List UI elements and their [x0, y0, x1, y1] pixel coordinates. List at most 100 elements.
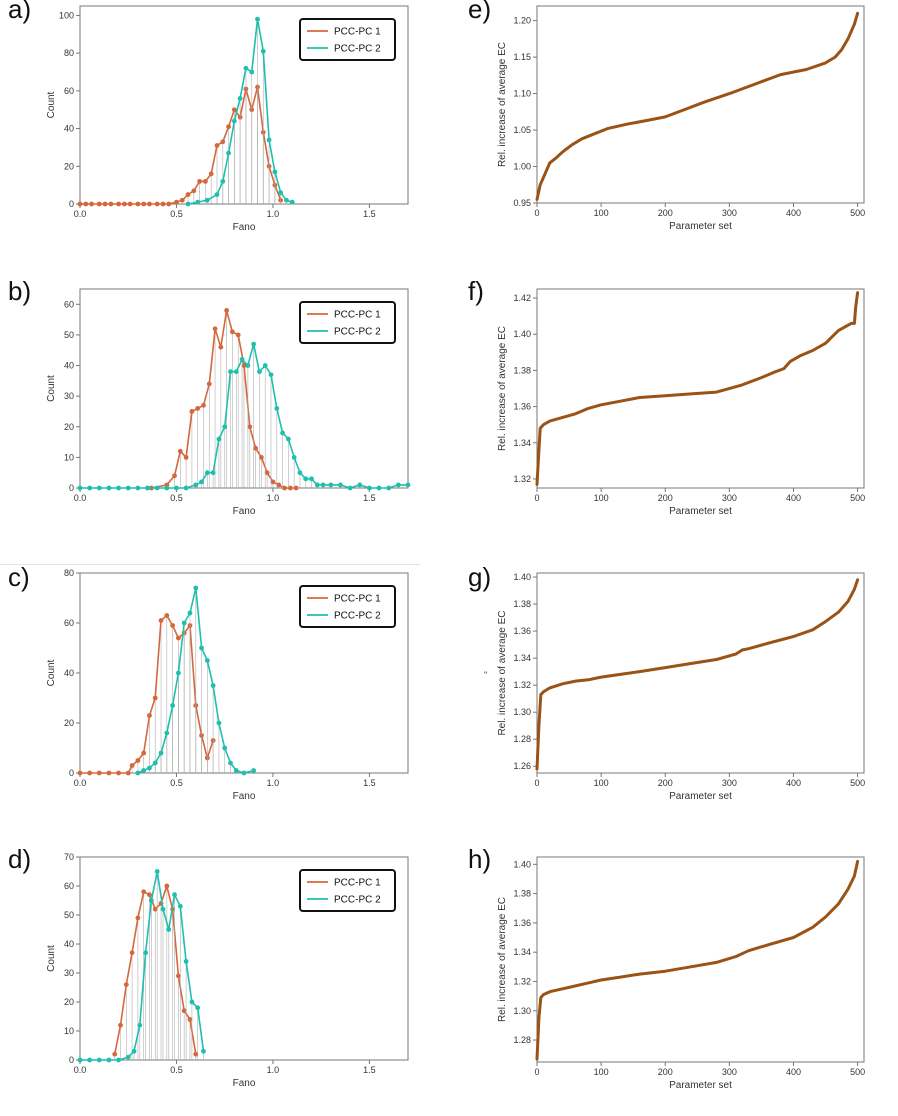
x-tick-label: 100 [594, 208, 609, 218]
x-tick-label: 1.0 [267, 1065, 280, 1075]
x-tick-label: 0.5 [170, 493, 183, 503]
data-point [251, 768, 257, 773]
x-tick-label: 400 [786, 1067, 801, 1077]
data-point [87, 485, 93, 491]
data-point [287, 485, 293, 491]
legend-entry: PCC-PC 1 [334, 27, 381, 38]
data-point [183, 485, 189, 491]
data-point [216, 436, 222, 442]
series-line [80, 614, 214, 774]
data-point [164, 730, 170, 736]
data-point [116, 770, 121, 776]
data-point [77, 1057, 83, 1063]
x-axis-label: Parameter set [669, 791, 732, 802]
x-tick-label: 300 [722, 778, 737, 788]
x-tick-label: 0.0 [74, 493, 87, 503]
data-point [131, 1048, 137, 1054]
data-point [220, 139, 226, 145]
y-axis-label: Rel. increase of average EC [497, 42, 508, 167]
data-point [135, 915, 141, 921]
data-point [96, 201, 102, 207]
y-tick-label: 30 [64, 391, 74, 401]
y-tick-label: 20 [64, 997, 74, 1007]
data-point [201, 402, 206, 408]
data-point [243, 65, 249, 71]
data-point [135, 201, 141, 207]
legend-box [299, 301, 396, 344]
data-point [127, 201, 133, 207]
data-point [187, 610, 193, 616]
y-tick-label: 1.30 [513, 1006, 531, 1016]
y-tick-label: 1.32 [513, 976, 531, 986]
data-point [123, 982, 129, 987]
x-tick-label: 100 [594, 778, 609, 788]
y-tick-label: 1.36 [513, 626, 531, 636]
data-point [125, 485, 131, 491]
data-point [199, 645, 204, 651]
plot-frame [536, 856, 865, 1063]
data-point [181, 1008, 187, 1014]
data-point [166, 201, 172, 207]
data-point [309, 476, 314, 482]
x-tick-label: 500 [850, 208, 865, 218]
y-tick-label: 1.10 [513, 89, 531, 99]
data-point [237, 96, 243, 101]
data-point [253, 445, 258, 451]
data-point [239, 357, 245, 362]
y-tick-label: 1.26 [513, 761, 531, 771]
x-tick-label: 0.5 [170, 1065, 183, 1075]
y-tick-label: 1.34 [513, 438, 531, 448]
data-point [241, 363, 247, 368]
data-point [386, 485, 392, 491]
data-point [77, 770, 83, 776]
y-tick-label: 70 [64, 852, 74, 862]
data-point [172, 473, 177, 479]
series-line [151, 310, 297, 489]
data-point [224, 308, 230, 313]
data-point [285, 436, 291, 442]
y-tick-label: 1.40 [513, 329, 531, 339]
data-point [201, 1048, 206, 1054]
data-point [89, 201, 94, 207]
legend-entry: PCC-PC 2 [334, 327, 381, 338]
panel-label: g) [468, 562, 491, 592]
y-tick-label: 0.95 [513, 198, 531, 208]
y-tick-label: 1.15 [513, 52, 531, 62]
data-point [177, 903, 183, 909]
data-point [230, 329, 235, 335]
x-tick-label: 0.5 [170, 778, 183, 788]
data-point [193, 482, 199, 488]
y-tick-label: 0 [69, 483, 74, 493]
data-point [96, 485, 102, 491]
data-point [314, 482, 320, 488]
data-point [293, 485, 299, 491]
data-point [152, 906, 158, 912]
data-point [77, 485, 83, 491]
y-tick-label: 1.28 [513, 1035, 531, 1045]
data-point [83, 201, 89, 207]
data-point [195, 1005, 201, 1011]
legend-entry: PCC-PC 1 [334, 878, 381, 889]
y-tick-label: 20 [64, 161, 74, 171]
series-pcc-pc-1 [148, 308, 299, 491]
data-point [210, 683, 216, 688]
data-point [233, 768, 239, 773]
ec-curve [535, 859, 860, 1061]
x-axis-label: Fano [233, 1078, 256, 1089]
panel-label: f) [468, 276, 484, 306]
y-axis-label: Rel. increase of average EC [497, 897, 508, 1022]
data-point [166, 927, 172, 932]
data-point [257, 369, 262, 375]
y-tick-label: 1.28 [513, 734, 531, 744]
data-point [152, 695, 158, 701]
data-point [231, 118, 237, 124]
y-tick-label: 1.40 [513, 859, 531, 869]
data-point [129, 763, 135, 768]
data-point [203, 178, 208, 184]
x-tick-label: 0.0 [74, 1065, 87, 1075]
data-point [282, 485, 287, 491]
x-tick-label: 400 [786, 493, 801, 503]
x-tick-label: 1.5 [363, 493, 376, 503]
y-tick-label: 1.00 [513, 162, 531, 172]
y-tick-label: 0 [69, 199, 74, 209]
